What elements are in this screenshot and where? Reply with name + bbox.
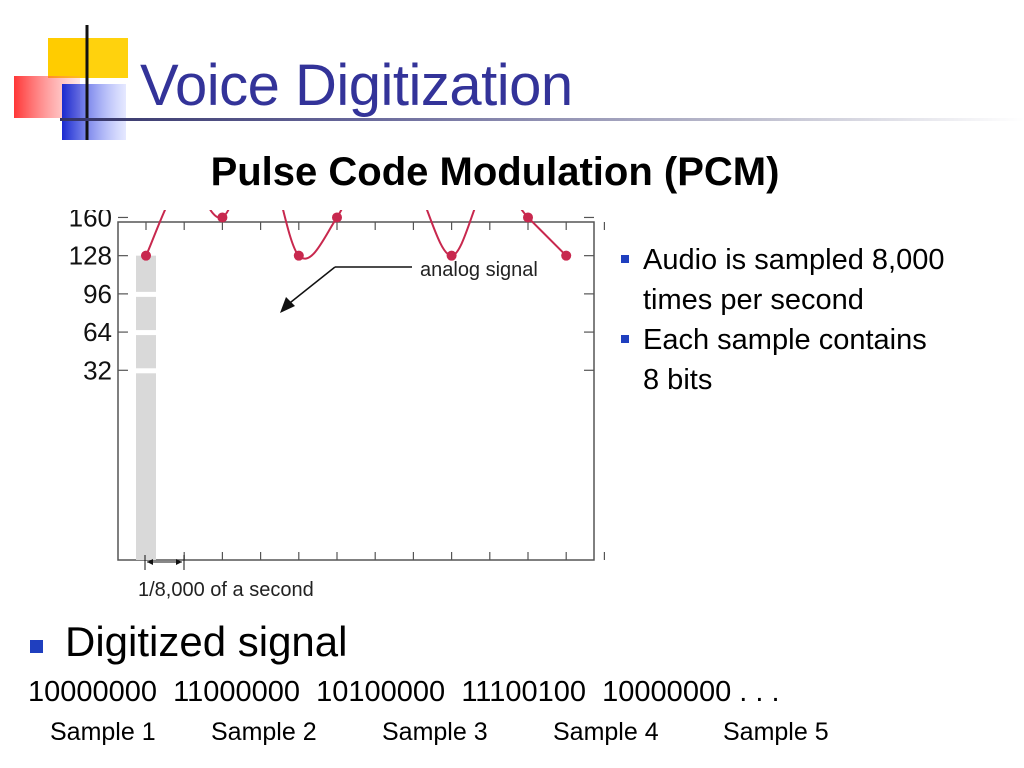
bar-gap (136, 368, 156, 374)
bullet-square-icon (30, 640, 43, 653)
bullet-line: 8 bits (643, 364, 713, 396)
binary-code: 11100100 (461, 676, 587, 708)
slide-subtitle: Pulse Code Modulation (PCM) (210, 150, 780, 194)
sample-point (332, 212, 342, 223)
sample-point (217, 212, 228, 223)
sample-point (446, 250, 457, 261)
y-tick-label: 96 (83, 279, 112, 309)
bar-gap (136, 330, 156, 336)
bullet-line: Audio is sampled 8,000 (643, 244, 945, 276)
digitized-signal-label: Digitized signal (65, 618, 348, 665)
analog-signal-annotation: analog signal (280, 259, 538, 313)
sample-point (293, 250, 304, 261)
pcm-chart: 256224192160128966432 analog signal 1/8,… (69, 210, 606, 601)
binary-code: 10000000 (28, 676, 158, 708)
bullet-line: times per second (643, 284, 864, 316)
bullet-line: Each sample contains (643, 324, 927, 356)
sample-label: Sample 4 (553, 718, 659, 746)
slide-logo-graphic (14, 25, 128, 140)
sample-label: Sample 3 (382, 718, 488, 746)
bullet-item: Audio is sampled 8,000 times per second (618, 240, 1018, 320)
binary-codes-row: 10000000 11000000 10100000 11100100 1000… (28, 676, 780, 709)
interval-marker: 1/8,000 of a second (138, 555, 314, 601)
sample-point (141, 250, 151, 261)
sample-point (561, 250, 572, 261)
binary-code: 10100000 (316, 676, 446, 708)
analog-signal-label: analog signal (420, 259, 538, 281)
y-tick-label: 32 (83, 355, 112, 385)
sample-label: Sample 2 (211, 718, 317, 746)
chart-frame (117, 221, 595, 561)
bullet-item: Each sample contains 8 bits (618, 320, 1018, 400)
sample-label: Sample 1 (50, 718, 156, 746)
first-sample-bar (136, 255, 156, 560)
interval-label: 1/8,000 of a second (138, 579, 314, 601)
slide-title: Voice Digitization (140, 53, 573, 118)
pcm-facts-list: Audio is sampled 8,000 times per second … (618, 240, 1018, 400)
codes-ellipsis: . . . (739, 676, 780, 708)
title-underline (60, 118, 1024, 121)
binary-code: 10000000 (602, 676, 732, 708)
binary-code: 11000000 (173, 676, 301, 708)
sample-label: Sample 5 (723, 718, 829, 746)
bullet-square-icon (621, 255, 629, 263)
bullet-square-icon (621, 335, 629, 343)
bar-gap (136, 291, 156, 297)
y-tick-label: 128 (69, 241, 112, 271)
sample-point (523, 212, 533, 223)
y-tick-label: 160 (69, 210, 112, 232)
y-tick-label: 64 (83, 317, 112, 347)
